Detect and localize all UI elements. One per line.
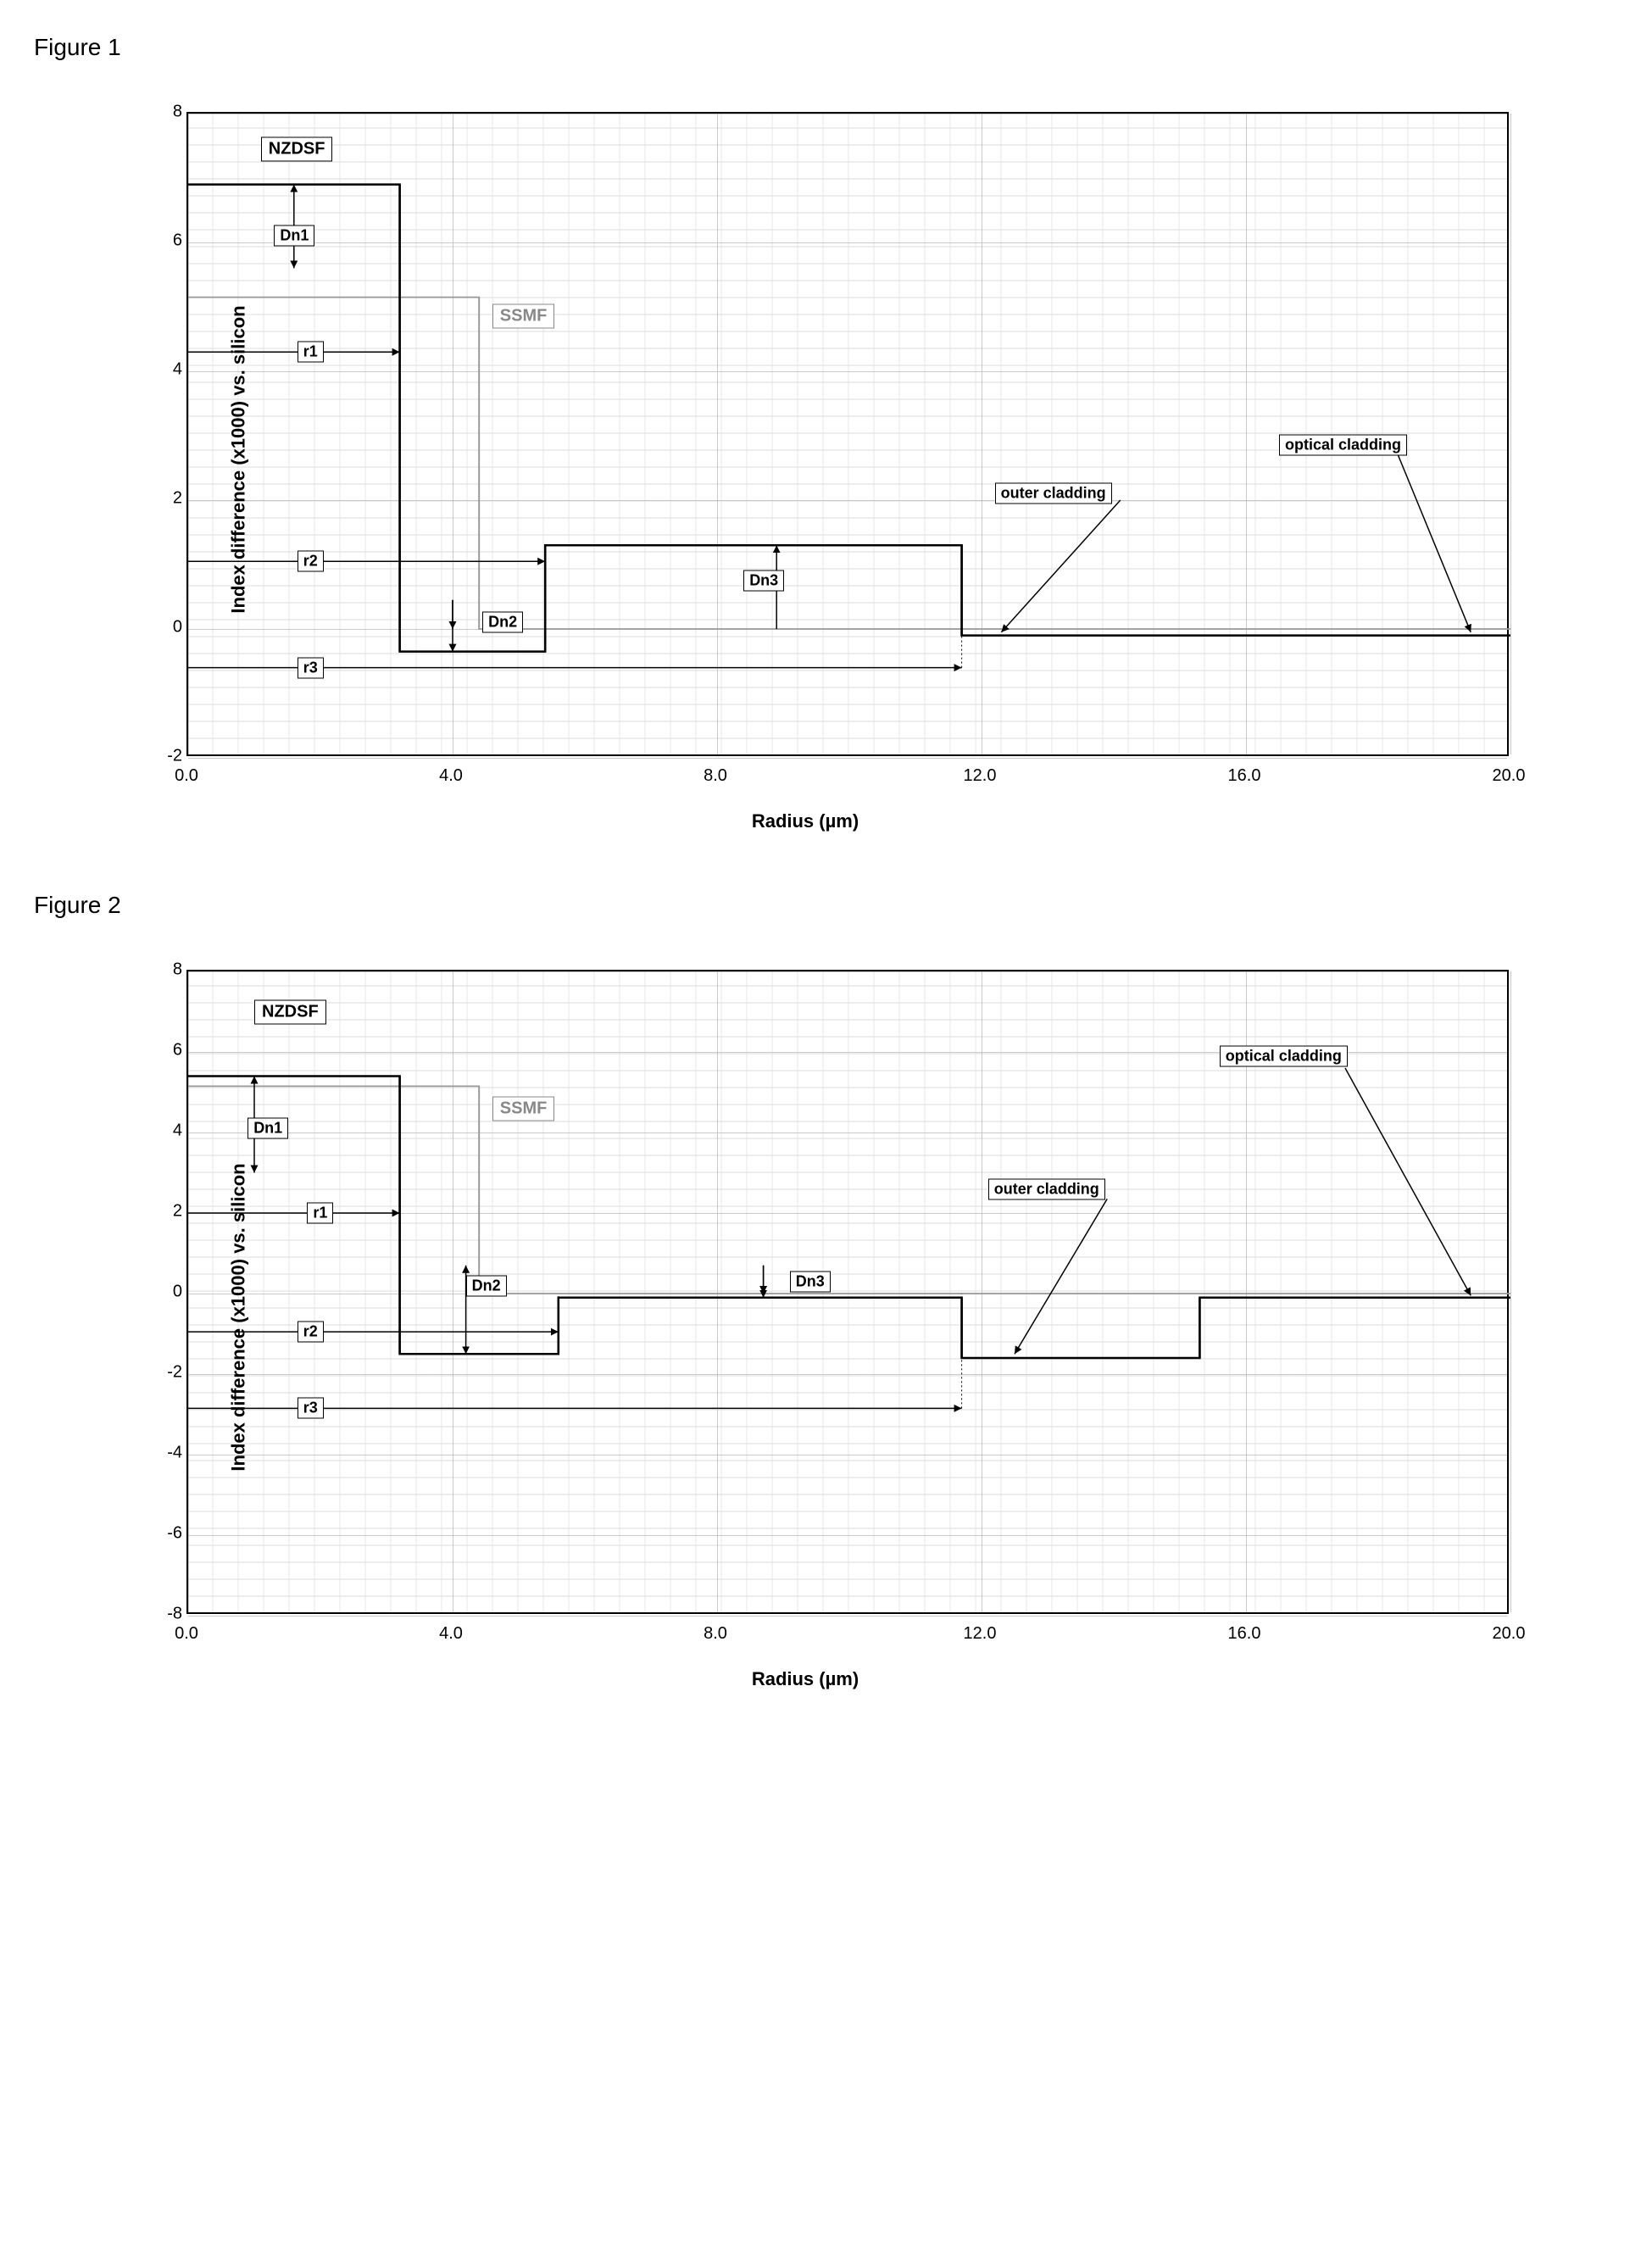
callout-line [1015, 1199, 1107, 1354]
series-ssmf [188, 1086, 1510, 1294]
annotation-label: r3 [298, 657, 324, 678]
y-tick-label: -2 [153, 747, 182, 766]
annotation-label: r1 [307, 1203, 333, 1224]
figure-wrap: Figure 1 NZDSF SSMF Dn1 r1 r2 r3 Dn2 Dn3 outer cl… [34, 34, 1618, 841]
profile-svg [188, 971, 1507, 1612]
x-tick-label: 8.0 [704, 1624, 727, 1644]
x-tick-label: 8.0 [704, 766, 727, 786]
annotation-label: optical cladding [1220, 1045, 1348, 1066]
y-tick-label: 8 [153, 103, 182, 122]
annotation-label: r2 [298, 551, 324, 572]
y-tick-label: 2 [153, 1202, 182, 1222]
annotation-label: Dn1 [274, 225, 314, 247]
annotation-label: optical cladding [1279, 435, 1407, 456]
x-axis-label: Radius (µm) [752, 1668, 859, 1690]
x-tick-label: 12.0 [964, 1624, 997, 1644]
annotation-label: Dn2 [482, 612, 523, 633]
series-ssmf [188, 298, 1510, 629]
y-tick-label: 4 [153, 360, 182, 380]
annotation-label: Dn3 [790, 1271, 831, 1292]
y-axis-label: Index difference (x1000) vs. silicon [228, 305, 250, 613]
y-tick-label: 0 [153, 1283, 182, 1302]
plot-area: NZDSF SSMF Dn1 r1 r2 r3 Dn2 Dn3 outer cladding op… [186, 970, 1509, 1614]
x-tick-label: 12.0 [964, 766, 997, 786]
x-tick-label: 16.0 [1228, 1624, 1261, 1644]
y-tick-label: 6 [153, 1041, 182, 1060]
y-tick-label: 6 [153, 231, 182, 251]
y-tick-label: -4 [153, 1444, 182, 1463]
x-tick-label: 20.0 [1493, 766, 1526, 786]
x-tick-label: 0.0 [175, 1624, 198, 1644]
y-tick-label: -6 [153, 1524, 182, 1544]
annotation-label: outer cladding [995, 483, 1112, 504]
x-tick-label: 16.0 [1228, 766, 1261, 786]
x-axis-label: Radius (µm) [752, 810, 859, 832]
y-tick-label: -2 [153, 1363, 182, 1383]
x-tick-label: 4.0 [439, 1624, 463, 1644]
annotation-label: r1 [298, 342, 324, 363]
y-tick-label: 8 [153, 960, 182, 980]
annotation-label: outer cladding [988, 1178, 1105, 1199]
x-tick-label: 20.0 [1493, 1624, 1526, 1644]
y-axis-label: Index difference (x1000) vs. silicon [228, 1163, 250, 1471]
chart: NZDSF SSMF Dn1 r1 r2 r3 Dn2 Dn3 outer cladding op… [85, 78, 1526, 841]
annotation-label: SSMF [492, 1096, 555, 1121]
callout-line [1001, 500, 1120, 632]
x-tick-label: 0.0 [175, 766, 198, 786]
x-tick-label: 4.0 [439, 766, 463, 786]
annotation-label: r3 [298, 1398, 324, 1419]
series-nzdsf [188, 1077, 1510, 1359]
gridline-y [188, 1616, 1507, 1617]
chart: NZDSF SSMF Dn1 r1 r2 r3 Dn2 Dn3 outer cladding op… [85, 936, 1526, 1699]
figure-wrap: Figure 2 NZDSF SSMF Dn1 r1 r2 r3 Dn2 Dn3 outer cl… [34, 892, 1618, 1699]
annotation-label: Dn1 [248, 1118, 288, 1139]
figure-label: Figure 1 [34, 34, 1618, 61]
y-tick-label: -8 [153, 1605, 182, 1624]
callout-line [1345, 1068, 1471, 1295]
y-tick-label: 4 [153, 1121, 182, 1141]
gridline-x [1510, 971, 1511, 1612]
y-tick-label: 2 [153, 489, 182, 509]
y-tick-label: 0 [153, 618, 182, 637]
annotation-label: NZDSF [254, 999, 326, 1024]
gridline-y [188, 758, 1507, 759]
series-nzdsf [188, 185, 1510, 652]
annotation-label: Dn2 [466, 1275, 507, 1296]
gridline-x [1510, 114, 1511, 754]
annotation-label: NZDSF [261, 136, 333, 161]
figure-label: Figure 2 [34, 892, 1618, 919]
annotation-label: Dn3 [743, 570, 784, 592]
plot-area: NZDSF SSMF Dn1 r1 r2 r3 Dn2 Dn3 outer cladding op… [186, 112, 1509, 756]
callout-line [1398, 455, 1471, 632]
annotation-label: r2 [298, 1322, 324, 1343]
annotation-label: SSMF [492, 304, 555, 329]
